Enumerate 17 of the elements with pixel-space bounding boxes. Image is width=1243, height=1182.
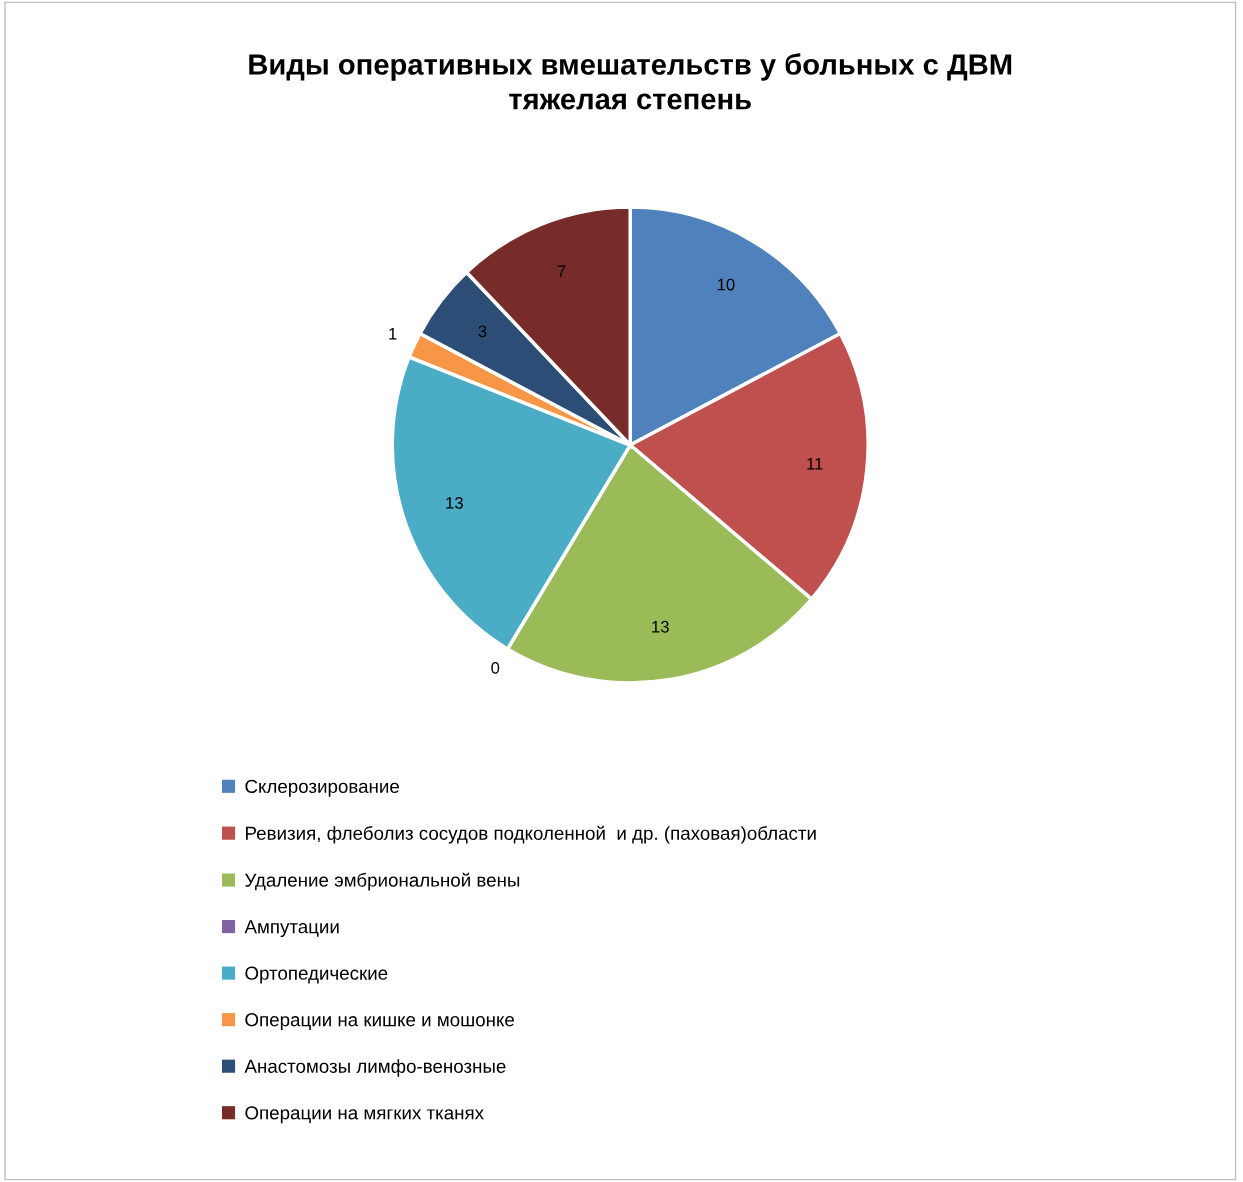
- data-label: 3: [478, 325, 487, 338]
- data-label: 13: [446, 496, 463, 509]
- data-label: 7: [557, 265, 566, 277]
- data-label: 13: [652, 620, 669, 633]
- text: 0: [491, 661, 500, 674]
- data-label: 1: [389, 327, 397, 340]
- legend-label: Удаление эмбриональной вены: [244, 872, 520, 891]
- legend-label: Операции на кишке и мошонке: [245, 1013, 514, 1031]
- legend-label: Анастомозы лимфо-венозные: [244, 1059, 506, 1077]
- legend-label: Ортопедические: [245, 966, 388, 984]
- legend-label: Ревизия, флеболиз сосудов подколенной и др. (паховая)области: [246, 825, 816, 844]
- data-label: 11: [807, 457, 823, 470]
- legend-label: Ампутации: [244, 920, 339, 938]
- data-label: 10: [717, 278, 735, 291]
- chart-title: Виды оперативных вмешательств у больных с ДВМ тяжелая степень: [249, 53, 1012, 110]
- legend-label: Склерозирование: [245, 779, 399, 797]
- legend-label: Операции на мягких тканях: [245, 1106, 484, 1124]
